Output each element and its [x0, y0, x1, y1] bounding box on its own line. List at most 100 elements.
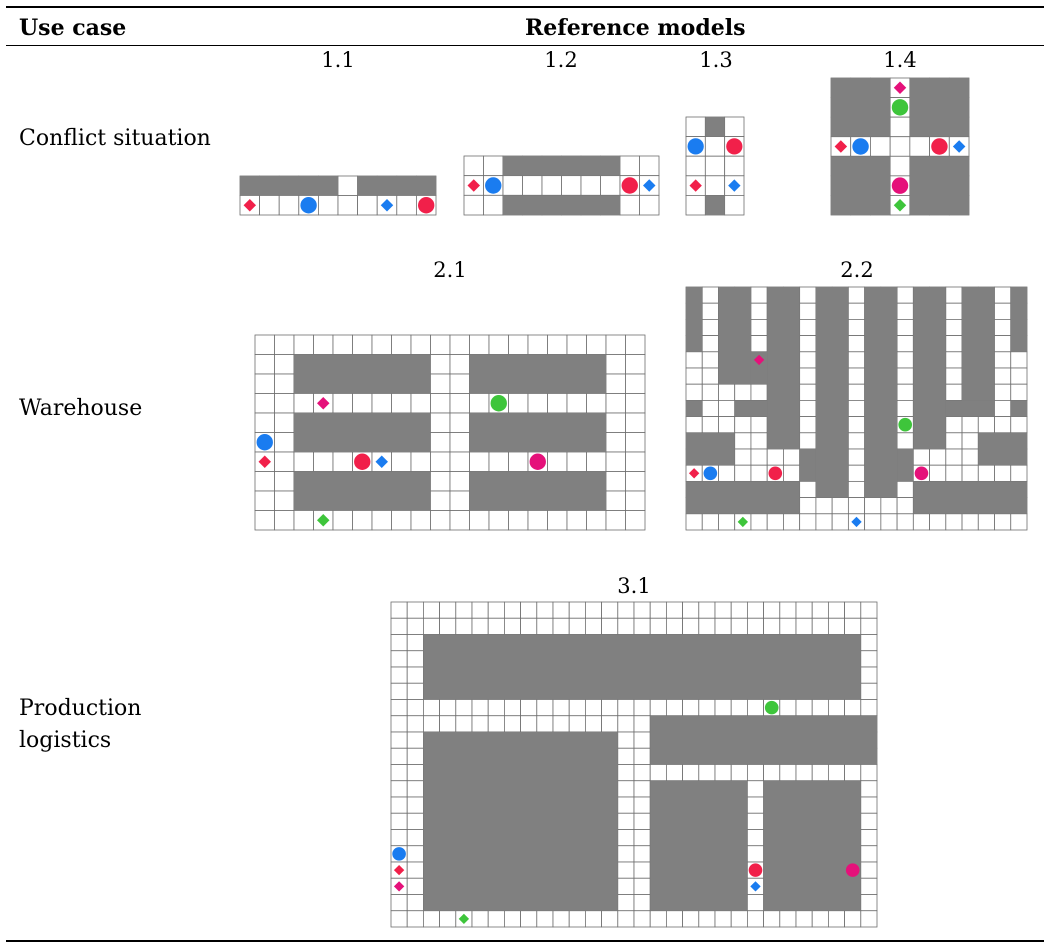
grid-cell [566, 451, 587, 472]
grid-cell [665, 699, 683, 717]
grid-cell [704, 175, 726, 196]
grid-cell [508, 334, 529, 355]
grid-cell [827, 601, 845, 619]
grid-cell [520, 617, 538, 635]
grid-cell [860, 682, 878, 700]
grid-cell [811, 910, 829, 928]
table-top-rule [6, 6, 1044, 8]
grid-cell [566, 334, 587, 355]
wall-block [423, 634, 861, 700]
grid-cell [1010, 513, 1028, 531]
grid-cell [352, 393, 373, 414]
grid-cell [617, 829, 635, 847]
grid-cell [617, 877, 635, 895]
grid-cell [649, 910, 667, 928]
grid-cell [734, 464, 752, 482]
grid-cell [665, 910, 683, 928]
blue-agent-circle [852, 138, 869, 155]
grid-cell [430, 373, 451, 394]
grid-cell [259, 195, 280, 216]
grid-cell [889, 155, 911, 177]
grid-cell [423, 910, 441, 928]
grid-cell [487, 910, 505, 928]
grid-cell [847, 480, 866, 498]
grid-map-1-3 [685, 116, 745, 216]
grid-cell [469, 334, 490, 355]
grid-cell [371, 510, 392, 531]
grid-cell [889, 136, 911, 157]
grid-cell [332, 393, 353, 414]
grid-cell [605, 393, 626, 414]
grid-map-2-1 [254, 334, 646, 531]
grid-cell [718, 464, 736, 482]
grid-cell [860, 666, 878, 684]
grid-cell [566, 510, 587, 531]
grid-cell [685, 513, 703, 531]
grid-cell [391, 334, 412, 355]
grid-cell [449, 451, 470, 472]
grid-cell [293, 393, 314, 414]
red-agent-circle [726, 138, 743, 155]
grid-cell [483, 155, 504, 177]
grid-cell [274, 510, 295, 531]
grid-cell [734, 383, 752, 401]
grid-cell [390, 731, 408, 749]
grid-cell [449, 471, 470, 492]
grid-cell [977, 416, 995, 434]
grid-cell [601, 617, 619, 635]
grid-cell [449, 490, 470, 511]
grid-cell [455, 715, 473, 733]
wall-block [962, 287, 995, 401]
grid-cell [1010, 464, 1028, 482]
grid-cell [860, 780, 878, 798]
grid-cell [617, 796, 635, 814]
grid-cell [449, 354, 470, 375]
grid-cell [779, 764, 797, 782]
grid-cell [313, 334, 334, 355]
wall-block [705, 195, 725, 215]
grid-cell [799, 351, 817, 369]
grid-cell [332, 451, 353, 472]
grid-cell [844, 601, 862, 619]
grid-cell [439, 715, 457, 733]
row-label-production: Production [19, 696, 142, 721]
grid-cell [847, 286, 866, 304]
grid-cell [665, 617, 683, 635]
grid-cell [406, 845, 424, 863]
grid-cell [682, 699, 700, 717]
wall-block [650, 715, 877, 765]
grid-cell [568, 601, 586, 619]
grid-cell [471, 715, 489, 733]
grid-cell [527, 510, 548, 531]
wall-block [503, 156, 620, 176]
model-label-1-1: 1.1 [321, 48, 355, 72]
grid-cell [750, 383, 768, 401]
grid-cell [847, 351, 866, 369]
grid-cell [994, 416, 1012, 434]
grid-cell [994, 400, 1012, 418]
grid-cell [896, 319, 914, 337]
grid-cell [508, 510, 529, 531]
grid-cell [487, 715, 505, 733]
grid-cell [685, 416, 703, 434]
blue-goal-diamond [750, 881, 761, 892]
grid-cell [520, 910, 538, 928]
grid-cell [390, 634, 408, 652]
grid-cell [639, 155, 660, 177]
blue-agent-circle [703, 466, 718, 481]
grid-cell [406, 877, 424, 895]
grid-cell [390, 715, 408, 733]
wall-block [503, 195, 620, 215]
grid-cell [568, 715, 586, 733]
header-rule [6, 45, 1044, 46]
grid-cell [701, 302, 719, 320]
grid-cell [390, 666, 408, 684]
grid-cell [406, 666, 424, 684]
grid-cell [1010, 351, 1028, 369]
grid-map-2-2 [685, 286, 1028, 531]
grid-cell [763, 601, 781, 619]
grid-cell [799, 367, 817, 385]
grid-cell [406, 731, 424, 749]
grid-cell [704, 136, 726, 157]
grid-cell [625, 451, 646, 472]
